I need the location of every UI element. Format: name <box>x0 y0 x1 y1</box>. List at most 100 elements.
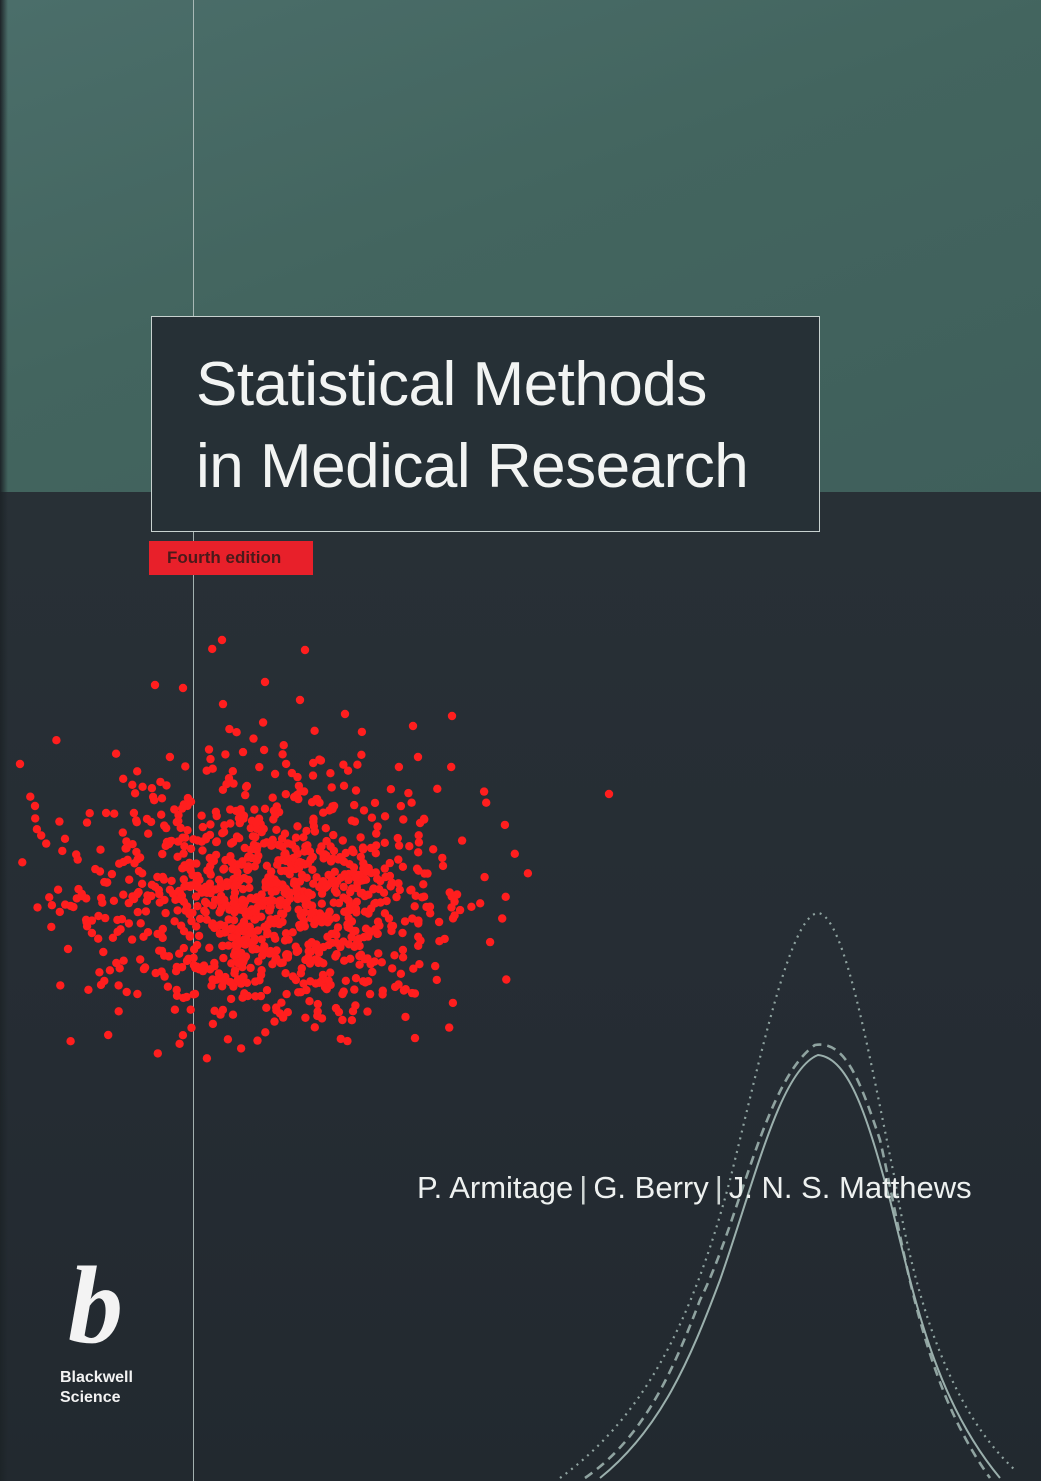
scatter-dot <box>226 852 235 861</box>
scatter-dot <box>187 916 196 926</box>
scatter-dot <box>392 892 401 902</box>
scatter-dot <box>110 809 119 818</box>
scatter-dot <box>341 976 350 985</box>
scatter-dot <box>232 806 241 816</box>
scatter-dot <box>206 754 215 764</box>
scatter-dot <box>94 934 103 943</box>
scatter-dot <box>185 932 194 941</box>
scatter-dot <box>247 940 256 949</box>
scatter-dot <box>319 808 328 817</box>
scatter-dot <box>278 842 287 851</box>
scatter-dot <box>157 810 166 819</box>
scatter-dot <box>30 801 40 811</box>
scatter-dot <box>309 817 318 827</box>
scatter-dot <box>164 952 174 961</box>
scatter-dot <box>259 745 269 755</box>
scatter-dot <box>432 975 441 985</box>
scatter-dot <box>219 976 228 985</box>
scatter-dot <box>302 873 311 882</box>
scatter-dot <box>227 924 237 933</box>
scatter-dot <box>325 907 334 916</box>
scatter-dot <box>201 882 210 891</box>
scatter-dot <box>60 900 70 909</box>
scatter-dot <box>374 949 383 958</box>
scatter-dot <box>258 945 268 954</box>
scatter-dot <box>347 1016 357 1025</box>
scatter-dot <box>380 812 390 821</box>
scatter-dot <box>170 917 179 926</box>
scatter-dot <box>31 814 40 823</box>
scatter-dot <box>340 907 349 916</box>
scatter-dot <box>308 865 317 874</box>
scatter-dot <box>386 785 396 794</box>
scatter-dot <box>352 897 361 906</box>
scatter-dot <box>210 1006 219 1015</box>
scatter-dot <box>211 885 220 894</box>
scatter-dot <box>280 888 289 897</box>
scatter-dot <box>414 919 423 928</box>
scatter-dot <box>387 922 396 931</box>
scatter-dot <box>385 858 394 868</box>
scatter-dot <box>359 806 369 815</box>
scatter-dot <box>331 913 341 922</box>
scatter-dot <box>293 822 302 831</box>
scatter-dot <box>360 955 370 964</box>
scatter-dot <box>281 790 290 799</box>
scatter-dot <box>401 1012 410 1022</box>
scatter-dot <box>204 745 214 754</box>
scatter-dot <box>202 899 211 908</box>
dotted-curve <box>559 911 1016 1479</box>
scatter-dot <box>111 749 121 758</box>
scatter-dot <box>235 834 244 843</box>
scatter-dot <box>189 961 199 970</box>
scatter-dot <box>156 777 165 787</box>
scatter-dot <box>202 915 211 924</box>
scatter-dot <box>165 752 175 762</box>
scatter-dot <box>260 804 270 813</box>
scatter-dot <box>127 935 137 944</box>
scatter-dot <box>366 843 376 853</box>
scatter-dot <box>138 869 147 878</box>
scatter-dot <box>228 1010 238 1019</box>
scatter-dot <box>238 747 248 757</box>
scatter-dot <box>344 875 353 885</box>
scatter-dot <box>72 894 82 903</box>
scatter-dot <box>226 819 235 828</box>
scatter-dot <box>352 883 361 892</box>
scatter-dot <box>87 916 97 925</box>
scatter-dot <box>368 967 377 977</box>
scatter-dot <box>162 781 171 790</box>
scatter-dot <box>326 769 335 778</box>
scatter-dot <box>281 759 291 769</box>
dashed-curve <box>584 1043 992 1480</box>
scatter-dot <box>101 808 111 818</box>
scatter-dot <box>310 1023 319 1032</box>
scatter-dot <box>197 811 206 820</box>
scatter-dot <box>210 958 219 968</box>
publisher-name-line-2: Science <box>60 1389 121 1406</box>
scatter-dot <box>305 901 314 910</box>
scatter-dot <box>405 842 414 851</box>
scatter-dot <box>174 810 183 820</box>
scatter-dot <box>170 1005 180 1014</box>
scatter-dot <box>175 949 184 958</box>
scatter-dot <box>338 989 347 999</box>
scatter-dot <box>326 842 335 851</box>
scatter-dot <box>321 824 330 833</box>
scatter-dot <box>510 849 519 858</box>
scatter-dot <box>155 898 164 907</box>
scatter-dot <box>158 924 167 934</box>
scatter-dot <box>604 789 614 799</box>
scatter-dot <box>296 988 305 997</box>
scatter-dot <box>138 782 147 791</box>
scatter-dot <box>246 929 255 938</box>
scatter-dot <box>344 913 353 923</box>
scatter-dot <box>363 1007 372 1016</box>
scatter-dot <box>500 820 510 830</box>
scatter-dot <box>227 933 236 942</box>
scatter-dot <box>268 960 277 969</box>
scatter-dot <box>147 891 156 901</box>
scatter-dot <box>187 1023 196 1032</box>
scatter-dot <box>181 762 190 771</box>
